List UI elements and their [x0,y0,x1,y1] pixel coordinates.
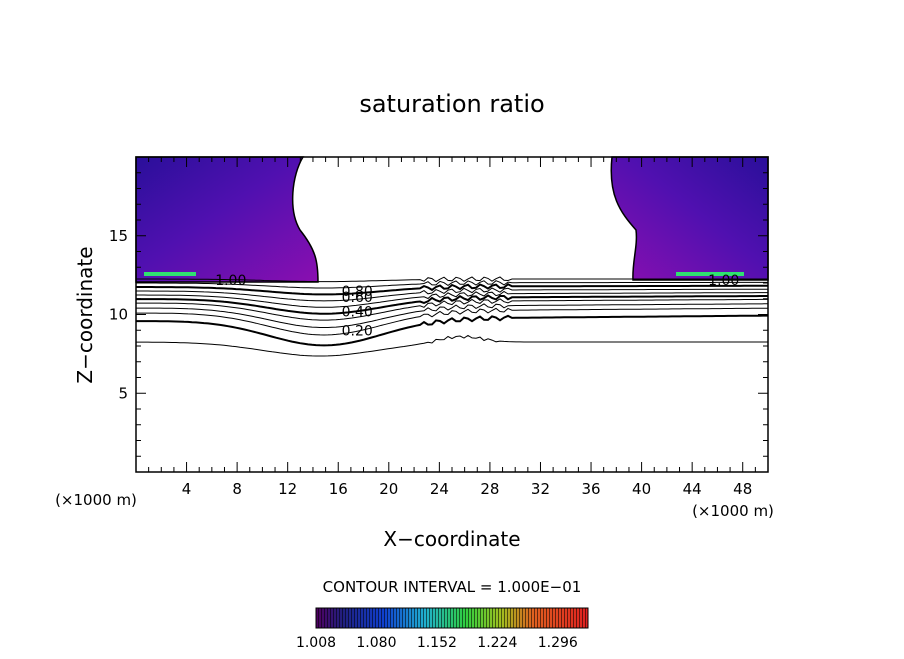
filled-contours [135,156,769,283]
fill-highlight-right [676,272,744,276]
colorbar-stripes [316,608,588,628]
y-axis-label: Z−coordinate [73,246,97,383]
contour-line [136,303,768,328]
contour-label: 1.00 [708,273,739,289]
contour-label: 0.40 [342,304,373,320]
colorbar-tick-label: 1.080 [356,635,396,651]
x-unit-label-right: (×1000 m) [692,502,774,520]
y-tick-label: 10 [109,306,128,324]
x-tick-label: 44 [683,480,702,498]
contour-line [136,276,768,283]
x-tick-label: 28 [480,480,499,498]
contour-interval-label: CONTOUR INTERVAL = 1.000E−01 [323,578,582,596]
contour-lines [136,276,768,357]
x-tick-label: 16 [329,480,348,498]
x-tick-label: 24 [430,480,449,498]
contour-line [136,280,768,289]
y-axis-ticks: 5 10 15 [109,156,768,473]
x-tick-label: 4 [182,480,192,498]
fill-highlight-left [144,272,196,276]
contour-label: 0.20 [342,323,373,339]
fill-region-right [610,156,769,281]
x-tick-label: 32 [531,480,550,498]
colorbar-tick-label: 1.224 [477,635,517,651]
x-unit-label-left: (×1000 m) [55,491,137,509]
contour-line [136,294,768,315]
contour-line [136,314,768,347]
x-tick-label: 20 [379,480,398,498]
contour-line [136,298,768,321]
x-tick-label: 8 [232,480,242,498]
colorbar-border [315,607,589,629]
fill-region-left [135,156,319,283]
contour-label: 1.00 [215,273,246,289]
x-axis-ticks: 4 8 12 16 20 24 28 32 36 40 44 48 [135,157,769,498]
y-tick-label: 5 [118,384,128,402]
colorbar-tick-label: 1.008 [296,635,336,651]
contour-line [136,283,768,296]
chart-title: saturation ratio [359,90,544,118]
contour-line-lower [136,334,768,357]
colorbar-tick-label: 1.296 [538,635,578,651]
contour-line [136,287,768,302]
x-tick-label: 40 [632,480,651,498]
colorbar-tick-labels: 1.008 1.080 1.152 1.224 1.296 [296,635,578,651]
x-tick-label: 48 [733,480,752,498]
contour-label: 0.60 [342,290,373,306]
contour-labels: 1.00 0.800.600.40 0.20 1.00 [215,273,739,339]
x-tick-label: 36 [581,480,600,498]
colorbar-tick-label: 1.152 [417,635,457,651]
contour-line [136,307,768,336]
colorbar: 1.008 1.080 1.152 1.224 1.296 [296,607,589,651]
y-tick-label: 15 [109,227,128,245]
contour-label: 0.80 [342,284,373,300]
contour-line [136,290,768,308]
x-axis-label: X−coordinate [383,527,520,551]
x-tick-label: 12 [278,480,297,498]
